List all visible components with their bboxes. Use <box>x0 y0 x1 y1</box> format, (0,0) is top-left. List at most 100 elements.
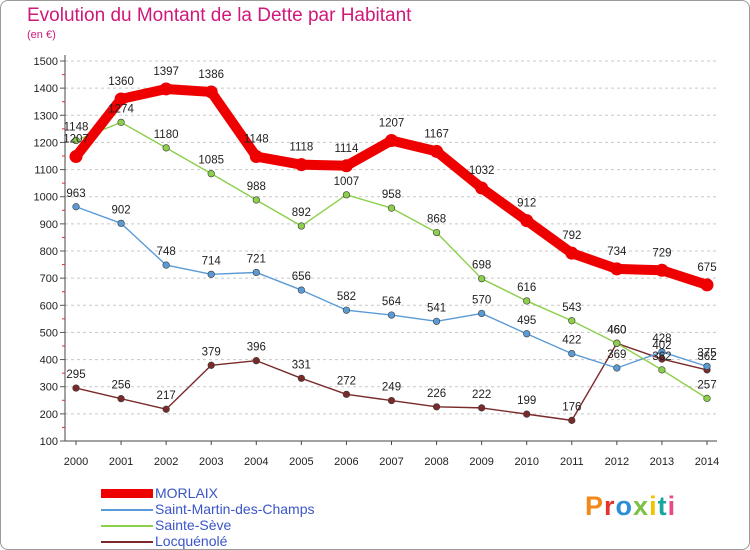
x-tick-label: 2000 <box>64 456 88 468</box>
data-label: 362 <box>652 351 671 363</box>
data-label: 1397 <box>153 66 179 78</box>
data-point <box>658 355 666 363</box>
data-label: 256 <box>111 380 130 392</box>
y-tick-label: 1500 <box>34 56 58 68</box>
data-point <box>342 390 351 398</box>
data-point <box>432 317 441 325</box>
data-label: 495 <box>517 315 536 327</box>
data-point <box>655 263 669 277</box>
logo-letter: t <box>657 491 668 521</box>
data-label: 792 <box>562 230 581 242</box>
data-label: 543 <box>562 302 581 314</box>
x-tick-label: 2008 <box>424 456 448 468</box>
series-group <box>69 82 714 424</box>
data-label: 460 <box>607 324 626 336</box>
data-point <box>204 85 218 99</box>
data-label: 1180 <box>154 129 179 141</box>
legend-swatch-saint-martin <box>101 509 153 511</box>
data-point <box>162 405 170 413</box>
data-label: 428 <box>652 333 671 345</box>
y-tick-label: 500 <box>40 327 58 339</box>
data-point <box>387 311 396 319</box>
x-tick-label: 2010 <box>514 456 538 468</box>
data-point <box>478 275 486 283</box>
data-label: 902 <box>111 204 130 216</box>
data-label: 375 <box>697 347 716 359</box>
data-label: 331 <box>292 359 311 371</box>
data-point <box>475 181 489 195</box>
data-point <box>162 261 170 269</box>
data-point <box>478 309 486 318</box>
data-point <box>252 357 260 365</box>
data-label: 217 <box>157 390 176 402</box>
data-label: 362 <box>697 351 716 363</box>
chart-unit: (en €) <box>27 29 56 41</box>
data-point <box>207 170 215 178</box>
data-label: 958 <box>382 189 401 201</box>
legend-label-saint-martin: Saint-Martin-des-Champs <box>155 501 315 517</box>
data-label: 748 <box>157 246 176 258</box>
x-tick-label: 2004 <box>244 456 268 468</box>
data-point <box>703 394 711 402</box>
data-point <box>72 136 80 145</box>
x-tick-label: 2011 <box>560 456 584 468</box>
data-label: 249 <box>382 382 401 394</box>
data-label: 1007 <box>334 176 360 188</box>
data-point <box>72 203 80 211</box>
data-point <box>700 278 714 292</box>
data-label: 402 <box>652 340 671 352</box>
data-label: 988 <box>247 181 266 193</box>
data-label: 963 <box>66 188 85 200</box>
y-tick-label: 600 <box>40 300 58 312</box>
data-point <box>387 204 396 212</box>
x-tick-label: 2012 <box>605 456 629 468</box>
data-label: 1360 <box>108 76 134 88</box>
x-tick-label: 2007 <box>379 456 403 468</box>
data-label: 564 <box>382 296 402 308</box>
data-point <box>339 159 353 173</box>
x-tick-label: 2013 <box>650 456 674 468</box>
logo-letter: r <box>604 491 616 521</box>
data-label: 295 <box>66 369 85 381</box>
legend-label-sainte-seve: Sainte-Sève <box>155 517 232 533</box>
data-point <box>568 317 576 325</box>
data-label: 714 <box>202 255 222 267</box>
data-label: 396 <box>247 342 266 354</box>
data-point <box>249 150 263 164</box>
data-point <box>385 134 398 148</box>
data-point <box>613 364 621 372</box>
data-label: 1148 <box>64 122 89 134</box>
y-tick-label: 900 <box>40 219 58 231</box>
data-point <box>613 339 621 347</box>
y-axis-ticks: 100 200 300 400 500 600 700 800 900 1000 1100 1200 1… <box>34 56 65 448</box>
data-point <box>658 348 666 356</box>
y-tick-label: 800 <box>40 246 58 258</box>
data-point <box>207 270 215 278</box>
data-label: 1207 <box>379 118 405 130</box>
data-label: 698 <box>472 260 491 272</box>
x-tick-label: 2005 <box>289 456 313 468</box>
data-point <box>478 404 486 412</box>
data-point <box>252 196 260 204</box>
data-point <box>565 246 579 260</box>
data-point <box>72 384 80 392</box>
data-point <box>432 403 441 411</box>
data-label: 1167 <box>424 128 449 140</box>
data-label: 1274 <box>108 103 134 115</box>
data-point <box>114 92 128 106</box>
data-label: 582 <box>337 291 356 303</box>
data-label: 1118 <box>289 142 313 154</box>
data-labels: 1207 1360 1397 1386 1148 1118 1114 1207 1167 1032… <box>63 66 716 413</box>
data-label: 570 <box>472 294 491 306</box>
logo-letter: P <box>585 491 605 521</box>
data-label: 257 <box>697 379 716 391</box>
data-label: 1386 <box>198 69 224 81</box>
data-point <box>520 214 534 228</box>
data-point <box>117 219 125 227</box>
data-label: 656 <box>292 271 311 283</box>
data-label: 460 <box>607 324 626 336</box>
data-point <box>252 268 260 277</box>
legend-label-locquenole: Locquénolé <box>155 533 228 549</box>
